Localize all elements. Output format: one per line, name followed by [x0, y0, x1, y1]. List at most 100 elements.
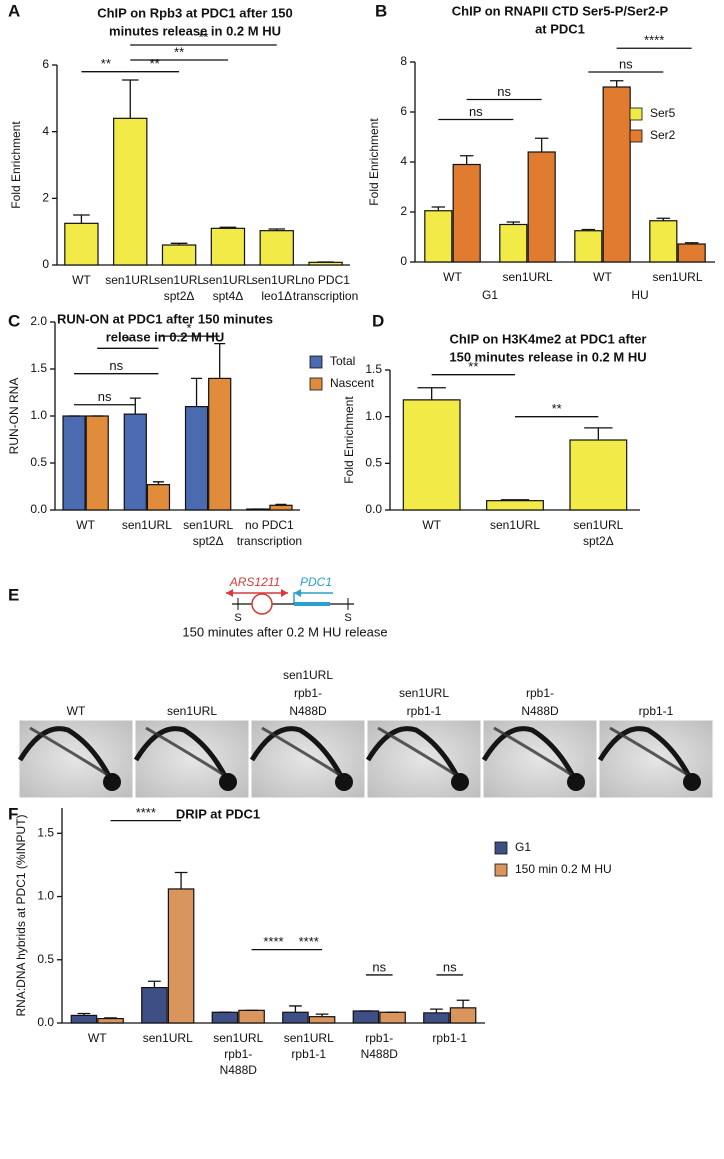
y-tick-label: 0.5	[37, 952, 54, 966]
legend-swatch	[494, 863, 508, 877]
error-bar	[219, 226, 237, 229]
y-axis-label: RUN-ON RNA	[7, 378, 21, 455]
x-tick-label: rpb1-1	[432, 1031, 467, 1045]
y-tick-label: 6	[400, 104, 407, 118]
y-axis-label: Fold Enrichment	[342, 396, 356, 484]
blot-arc	[609, 726, 689, 777]
chart: B ChIP on RNAPII CTD Ser5-P/Ser2-P at PDC1…	[367, 1, 715, 302]
blot-arc	[145, 726, 225, 777]
y-tick-label: 2	[42, 191, 49, 205]
legend-swatch	[629, 129, 643, 143]
significance-label: ns	[619, 56, 633, 71]
y-tick-label: 2.0	[30, 314, 47, 328]
y-tick-label: 6	[42, 57, 49, 71]
bar	[64, 222, 99, 266]
error-bar	[174, 871, 188, 889]
bar	[527, 151, 556, 263]
x-tick-label: sen1URL	[213, 1031, 263, 1045]
blot-arc	[481, 726, 577, 780]
chart-title: at PDC1	[535, 21, 585, 36]
x-tick-label: sen1URL	[154, 273, 204, 287]
error-bar	[214, 342, 226, 379]
y-tick-label: 0	[42, 257, 49, 271]
error-bar	[315, 1013, 329, 1017]
chart-title: DRIP at PDC1	[176, 806, 260, 821]
bar	[62, 415, 86, 511]
significance-label: **	[552, 401, 562, 416]
significance-label: **	[468, 359, 478, 374]
bar	[146, 484, 171, 511]
blot-spot	[103, 773, 121, 791]
legend-swatch	[629, 107, 643, 121]
y-tick-label: 1.0	[365, 409, 382, 423]
significance-label: ****	[136, 805, 156, 820]
error-bar	[506, 221, 521, 225]
legend-label: 150 min 0.2 M HU	[515, 862, 612, 876]
blot-arc	[29, 726, 109, 777]
panel-letter: E	[8, 585, 19, 604]
significance-label: ns	[109, 358, 123, 373]
lane-label: WT	[67, 704, 86, 718]
bar	[424, 210, 453, 263]
significance-label: **	[198, 29, 208, 44]
legend-label: Total	[330, 354, 355, 368]
significance-label: **	[101, 56, 111, 71]
bar	[141, 986, 168, 1024]
bar	[208, 377, 232, 511]
y-tick-label: 4	[42, 124, 49, 138]
x-tick-label: no PDC1	[301, 273, 350, 287]
y-axis-label: RNA:DNA hybrids at PDC1 (%INPUT)	[14, 814, 28, 1016]
x-tick-label: no PDC1	[245, 518, 294, 532]
y-tick-label: 0.0	[365, 502, 382, 516]
y-tick-label: 1.5	[37, 825, 54, 839]
bar	[184, 406, 209, 511]
blot-spot	[335, 773, 353, 791]
blot-arc	[261, 726, 341, 777]
site-label: S	[344, 612, 351, 624]
x-tick-label: spt2Δ	[193, 534, 224, 548]
lane-label: rpb1-	[526, 686, 554, 700]
bar	[308, 1016, 336, 1024]
lane-label: rpb1-	[294, 686, 322, 700]
significance-label: **	[150, 56, 160, 71]
panel-letter: C	[8, 311, 20, 330]
bar	[167, 888, 195, 1024]
y-tick-label: 0.0	[37, 1015, 54, 1029]
group-label: HU	[631, 288, 648, 302]
blot-arc	[17, 726, 113, 780]
legend-swatch	[494, 841, 508, 855]
error-bar	[431, 206, 446, 211]
x-tick-label: WT	[443, 270, 462, 284]
error-bar	[456, 999, 470, 1008]
chart-title: 150 minutes release in 0.2 M HU	[449, 349, 646, 364]
y-tick-label: 0.0	[30, 502, 47, 516]
bar	[70, 1014, 98, 1024]
error-bar	[534, 137, 549, 152]
bar	[352, 1010, 380, 1024]
chart-title: ChIP on RNAPII CTD Ser5-P/Ser2-P	[452, 3, 669, 18]
y-tick-label: 0.5	[365, 456, 382, 470]
bar	[210, 227, 246, 266]
bar	[238, 1009, 265, 1024]
y-tick-label: 1.0	[37, 889, 54, 903]
chart: A ChIP on Rpb3 at PDC1 after 150 minutes r…	[8, 1, 358, 303]
error-bar	[170, 242, 188, 245]
lane-label: rpb1-1	[639, 704, 674, 718]
bar	[649, 220, 678, 263]
error-bar	[268, 228, 286, 231]
bar	[308, 261, 343, 266]
blot-spot	[567, 773, 585, 791]
bar	[499, 223, 528, 263]
lane-label: sen1URL	[167, 704, 217, 718]
error-bar	[459, 155, 474, 165]
legend-label: Nascent	[330, 376, 375, 390]
error-bar	[129, 397, 141, 415]
bar	[161, 244, 197, 266]
blot-spot	[219, 773, 237, 791]
chart-title: RUN-ON at PDC1 after 150 minutes	[57, 311, 273, 326]
lane-label: sen1URL	[283, 668, 333, 682]
x-tick-label: leo1Δ	[261, 289, 292, 303]
significance-label: ns	[469, 104, 483, 119]
x-tick-label: WT	[593, 270, 612, 284]
error-bar	[275, 503, 287, 506]
